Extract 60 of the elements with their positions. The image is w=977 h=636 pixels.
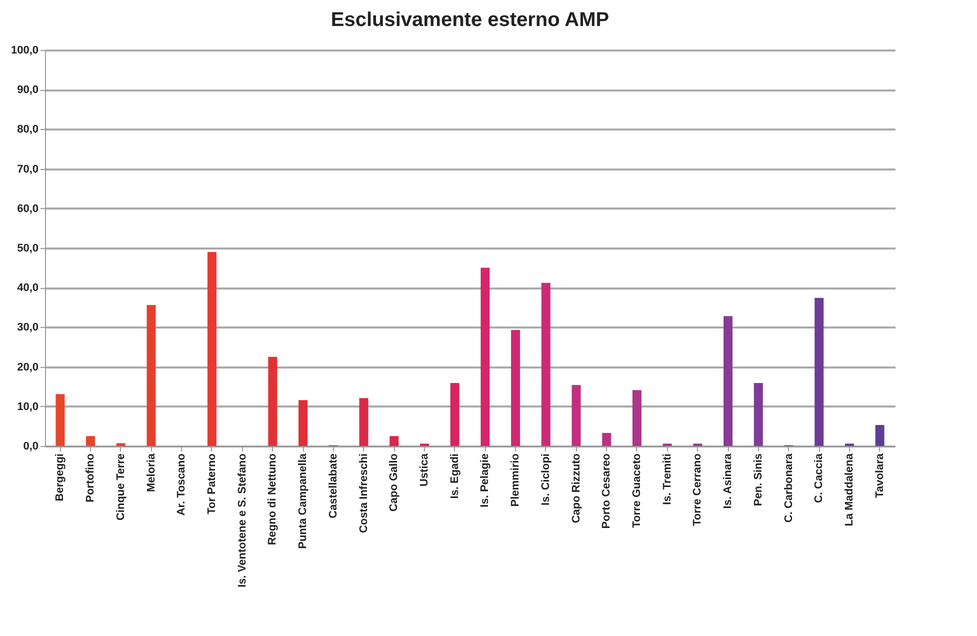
- y-tick-label: 80,0: [17, 124, 38, 136]
- x-tick-label: Is. Ciclopi: [540, 454, 552, 506]
- bar: [86, 436, 96, 446]
- x-tick-label: Regno di Nettuno: [266, 453, 279, 546]
- x-tick-label: La Maddalena: [843, 452, 856, 526]
- x-tick-label: Tor Paterno: [206, 453, 218, 514]
- x-tick-label: Meloria: [145, 452, 158, 492]
- bar: [511, 330, 520, 446]
- x-tick-label: C. Carbonara: [782, 452, 795, 523]
- x-tick-label: Castellabate: [327, 454, 340, 518]
- x-tick-label: Costa Infreschi: [358, 454, 370, 533]
- bar: [207, 252, 216, 446]
- bar: [268, 356, 278, 446]
- bar: [572, 385, 581, 446]
- x-tick-label: Torre Cerrano: [692, 453, 704, 526]
- bar: [875, 425, 884, 446]
- x-tick-label: Bergeggi: [54, 454, 66, 502]
- x-tick-label: Is. Asinara: [722, 452, 734, 509]
- x-tick-label: Pen. Sinis: [752, 454, 764, 506]
- y-tick-label: 20,0: [17, 361, 38, 374]
- bar: [754, 383, 763, 446]
- chart-title: Esclusivamente esterno AMP: [330, 9, 610, 31]
- x-tick-label: Is. Pelagie: [479, 454, 492, 508]
- bar: [480, 268, 490, 446]
- y-tick-label: 90,0: [17, 84, 38, 96]
- bar: [146, 305, 156, 446]
- y-tick-label: 10,0: [17, 400, 38, 413]
- y-tick-label: 50,0: [17, 242, 38, 254]
- bar: [632, 390, 642, 446]
- bar: [602, 432, 612, 446]
- x-tick-label: Is. Tremiti: [661, 454, 674, 505]
- x-tick-label: Porto Cesareo: [600, 453, 613, 529]
- y-tick-label: 100,0: [10, 44, 38, 56]
- y-tick-label: 40,0: [17, 282, 38, 294]
- bar: [814, 298, 824, 446]
- y-tick-label: 30,0: [17, 322, 38, 334]
- x-tick-label: Capo Rizzuto: [570, 453, 582, 524]
- x-tick-label: Is. Egadi: [448, 454, 461, 499]
- bar: [724, 316, 733, 446]
- x-tick-label: Portofino: [84, 453, 97, 502]
- bar: [298, 400, 308, 446]
- x-tick-label: Torre Guaceto: [630, 453, 643, 528]
- y-tick-label: 60,0: [17, 202, 38, 215]
- y-tick-label: 0,0: [23, 440, 38, 452]
- bar: [541, 282, 550, 446]
- bar: [116, 443, 126, 446]
- x-tick-label: C. Caccia: [813, 452, 826, 504]
- x-tick-label: Ar. Toscano: [176, 453, 188, 516]
- bar: [390, 436, 399, 446]
- x-tick-label: Punta Campanella: [297, 452, 310, 549]
- x-tick-label: Cinque Terre: [114, 454, 127, 521]
- bar: [56, 394, 65, 446]
- bar: [359, 398, 368, 446]
- x-tick-label: Tavolara: [874, 452, 886, 498]
- x-tick-label: Is. Ventotene e S. Stefano: [236, 453, 248, 588]
- x-tick-label: Plemmirio: [510, 453, 522, 507]
- y-tick-label: 70,0: [17, 163, 38, 176]
- x-tick-label: Capo Gallo: [388, 453, 400, 512]
- x-tick-label: Ustica: [418, 452, 430, 487]
- bar: [450, 383, 460, 446]
